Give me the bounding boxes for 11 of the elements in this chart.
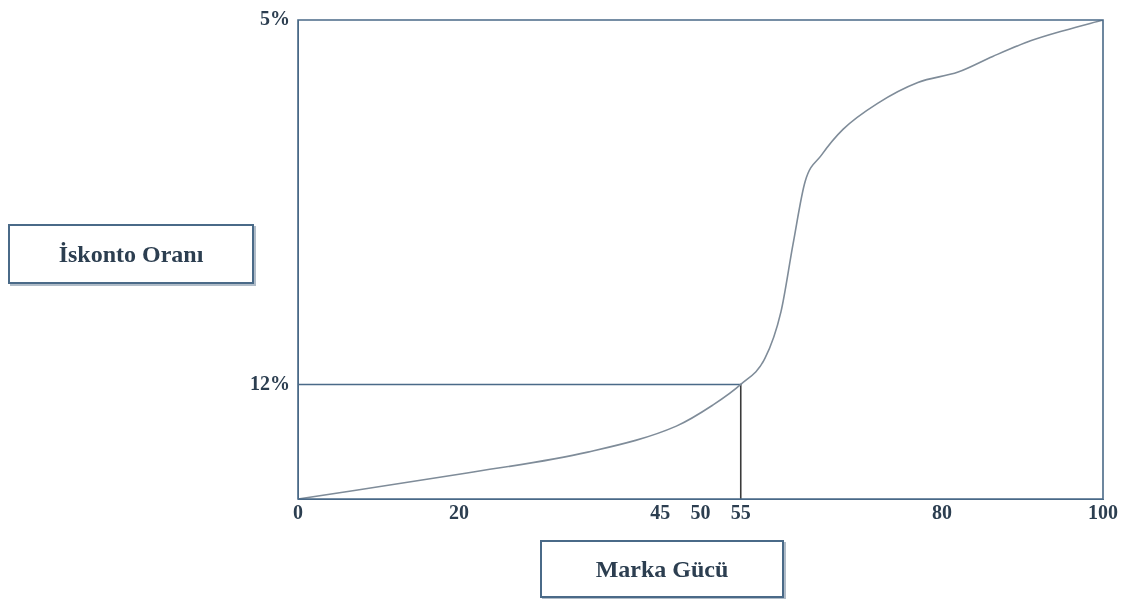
y-tick-label: 12% — [250, 371, 290, 394]
x-tick-label: 55 — [730, 501, 751, 524]
x-tick-label: 0 — [293, 501, 303, 524]
y-tick-label: 5% — [260, 7, 290, 30]
x-tick-label: 50 — [690, 501, 711, 524]
x-axis-title: Marka Gücü — [540, 540, 784, 598]
y-axis-title: İskonto Oranı — [8, 224, 254, 284]
x-tick-label: 20 — [449, 501, 469, 524]
x-tick-label: 100 — [1088, 501, 1118, 524]
x-tick-label: 45 — [650, 501, 671, 524]
x-tick-label: 80 — [932, 501, 952, 524]
